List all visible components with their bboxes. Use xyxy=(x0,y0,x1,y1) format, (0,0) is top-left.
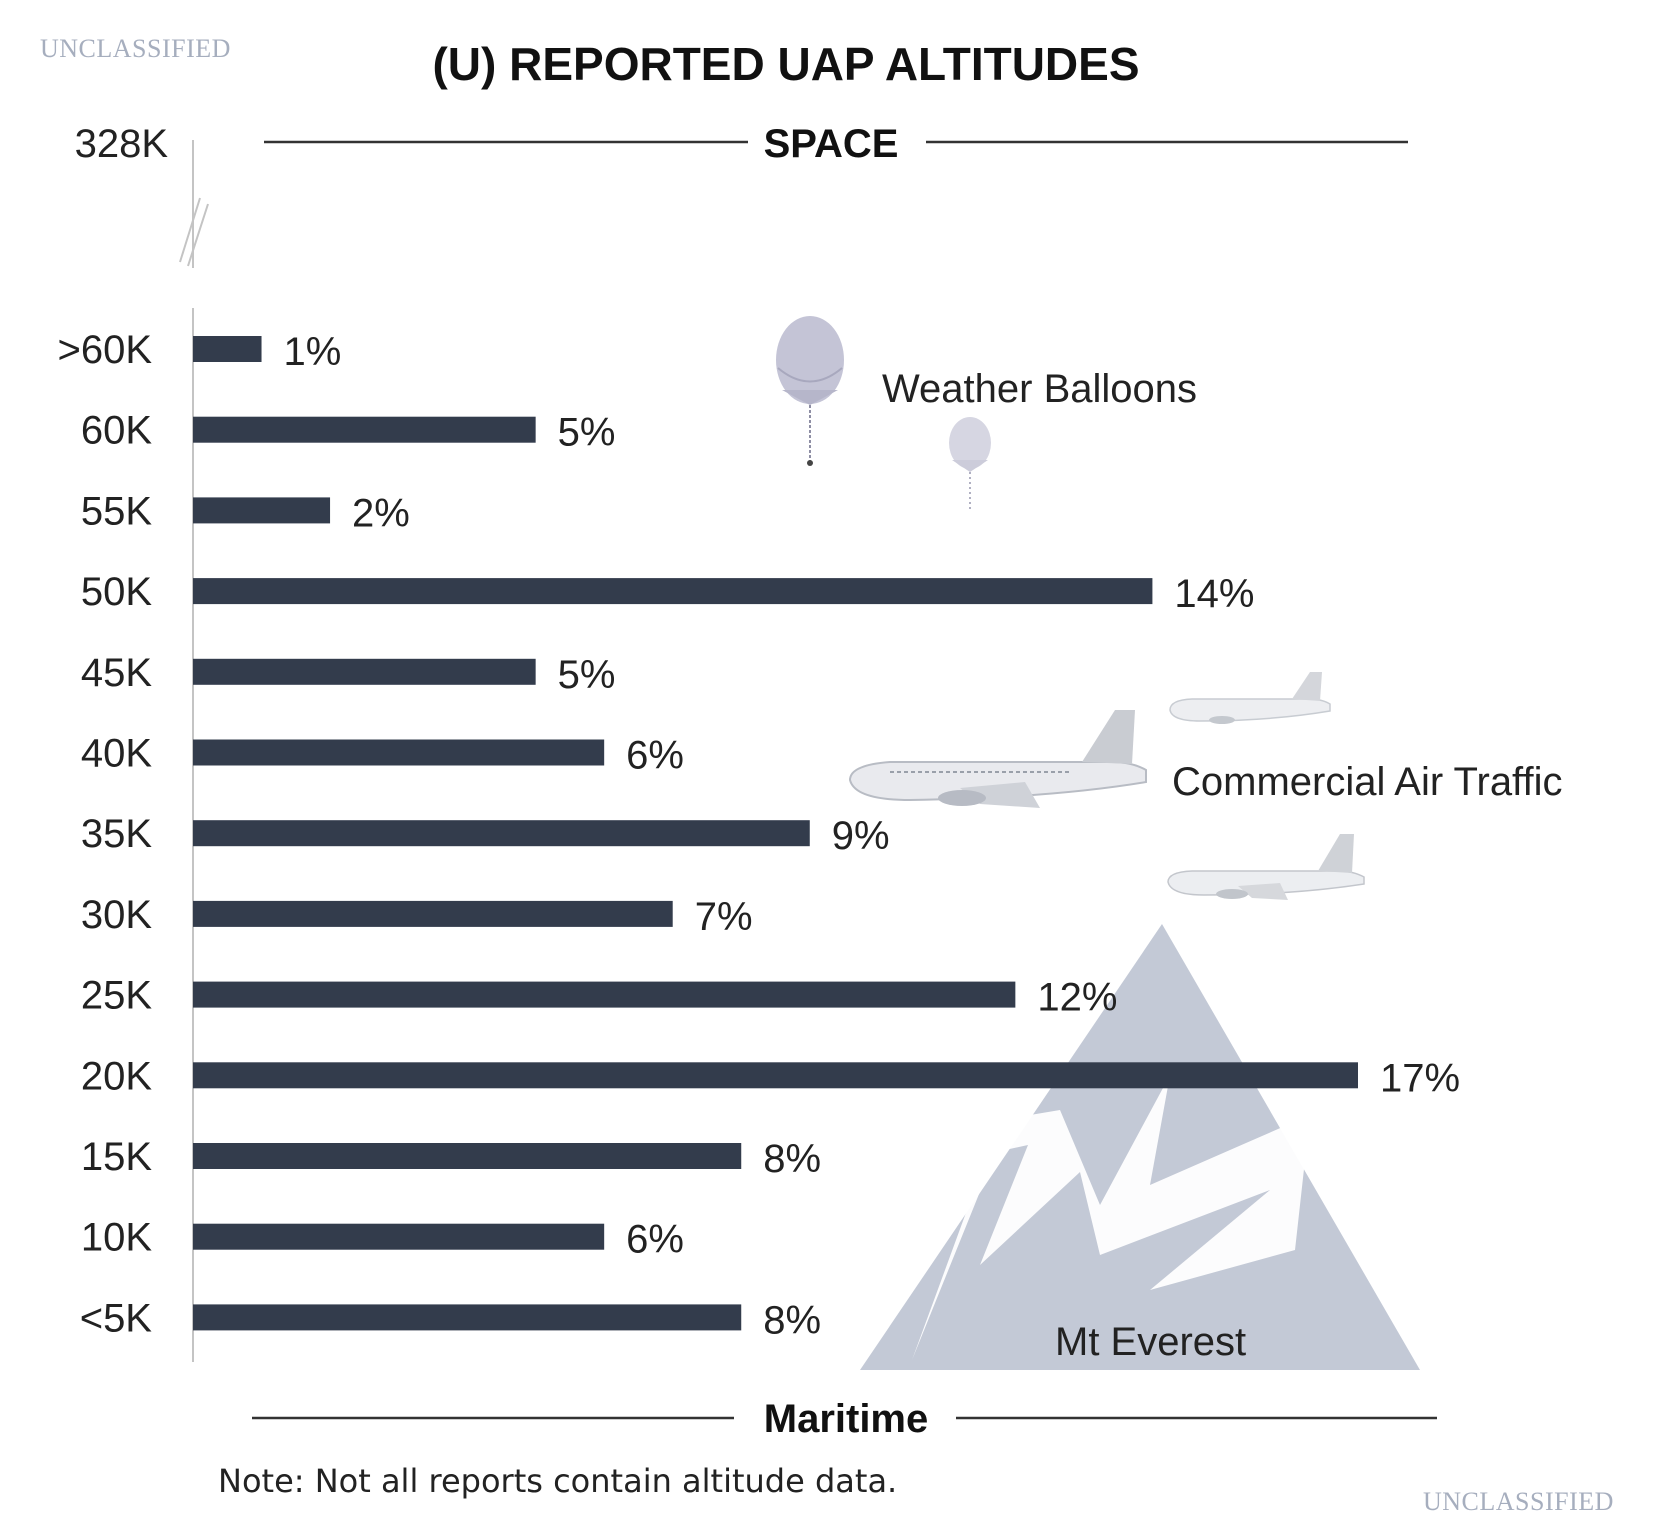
y-tick-label: >60K xyxy=(57,328,152,372)
bar xyxy=(193,981,1016,1008)
y-tick-label: 15K xyxy=(81,1135,152,1179)
chart-title: (U) REPORTED UAP ALTITUDES xyxy=(432,38,1139,90)
mountain-icon: Mt Everest xyxy=(860,924,1420,1370)
bar-value-label: 6% xyxy=(626,1218,684,1262)
bar xyxy=(193,658,536,685)
airplane-icon: Commercial Air Traffic xyxy=(848,672,1562,900)
commercial-air-traffic-label: Commercial Air Traffic xyxy=(1172,760,1562,804)
y-tick-label: 30K xyxy=(81,893,152,937)
y-tick-label: 35K xyxy=(81,812,152,856)
bar xyxy=(193,820,810,847)
weather-balloons-label: Weather Balloons xyxy=(882,367,1197,411)
bar-value-label: 6% xyxy=(626,734,684,778)
bar-value-label: 8% xyxy=(763,1137,821,1181)
y-tick-label: 55K xyxy=(81,489,152,533)
bar xyxy=(193,1062,1358,1089)
axis-break-mark-2 xyxy=(187,203,209,267)
bar-value-label: 5% xyxy=(558,411,616,455)
bar-value-label: 7% xyxy=(695,895,753,939)
y-tick-label: 25K xyxy=(81,974,152,1018)
bar xyxy=(193,1223,605,1250)
y-tick-label: 45K xyxy=(81,651,152,695)
footnote: Note: Not all reports contain altitude d… xyxy=(218,1462,898,1500)
y-tick-label: 10K xyxy=(81,1216,152,1260)
classification-bottom: UNCLASSIFIED xyxy=(1423,1487,1614,1516)
maritime-label: Maritime xyxy=(764,1397,929,1441)
bar xyxy=(193,497,331,524)
bar-value-label: 5% xyxy=(558,653,616,697)
bar-value-label: 17% xyxy=(1380,1056,1460,1100)
mountain-label: Mt Everest xyxy=(1055,1320,1246,1364)
bar xyxy=(193,1143,742,1169)
y-tick-label: 50K xyxy=(81,570,152,614)
axis-break-mark-1 xyxy=(179,197,201,263)
weather-balloon-icon: Weather Balloons xyxy=(776,316,1197,510)
y-tick-label: 20K xyxy=(81,1054,152,1098)
bar-value-label: 8% xyxy=(763,1298,821,1342)
bar xyxy=(193,336,262,362)
bar xyxy=(193,416,536,443)
bar-value-label: 1% xyxy=(284,330,342,374)
bar xyxy=(193,739,605,766)
bar-value-label: 9% xyxy=(832,814,890,858)
y-tick-label: 40K xyxy=(81,732,152,776)
classification-top: UNCLASSIFIED xyxy=(40,34,231,63)
y-tick-label: 60K xyxy=(81,409,152,453)
space-tick-label: 328K xyxy=(75,122,169,166)
bar-value-label: 12% xyxy=(1037,976,1117,1020)
y-tick-label: <5K xyxy=(80,1296,153,1340)
bar xyxy=(193,578,1153,605)
bar-value-label: 2% xyxy=(352,491,410,535)
bars-group: >60K 1% 60K 5% 55K 2% 50K 14% 45K 5% 40K 6% 35K 9% 30K… xyxy=(57,328,1460,1342)
bar xyxy=(193,1304,742,1331)
space-label: SPACE xyxy=(764,122,899,166)
bar-value-label: 14% xyxy=(1174,572,1254,616)
bar xyxy=(193,900,673,927)
